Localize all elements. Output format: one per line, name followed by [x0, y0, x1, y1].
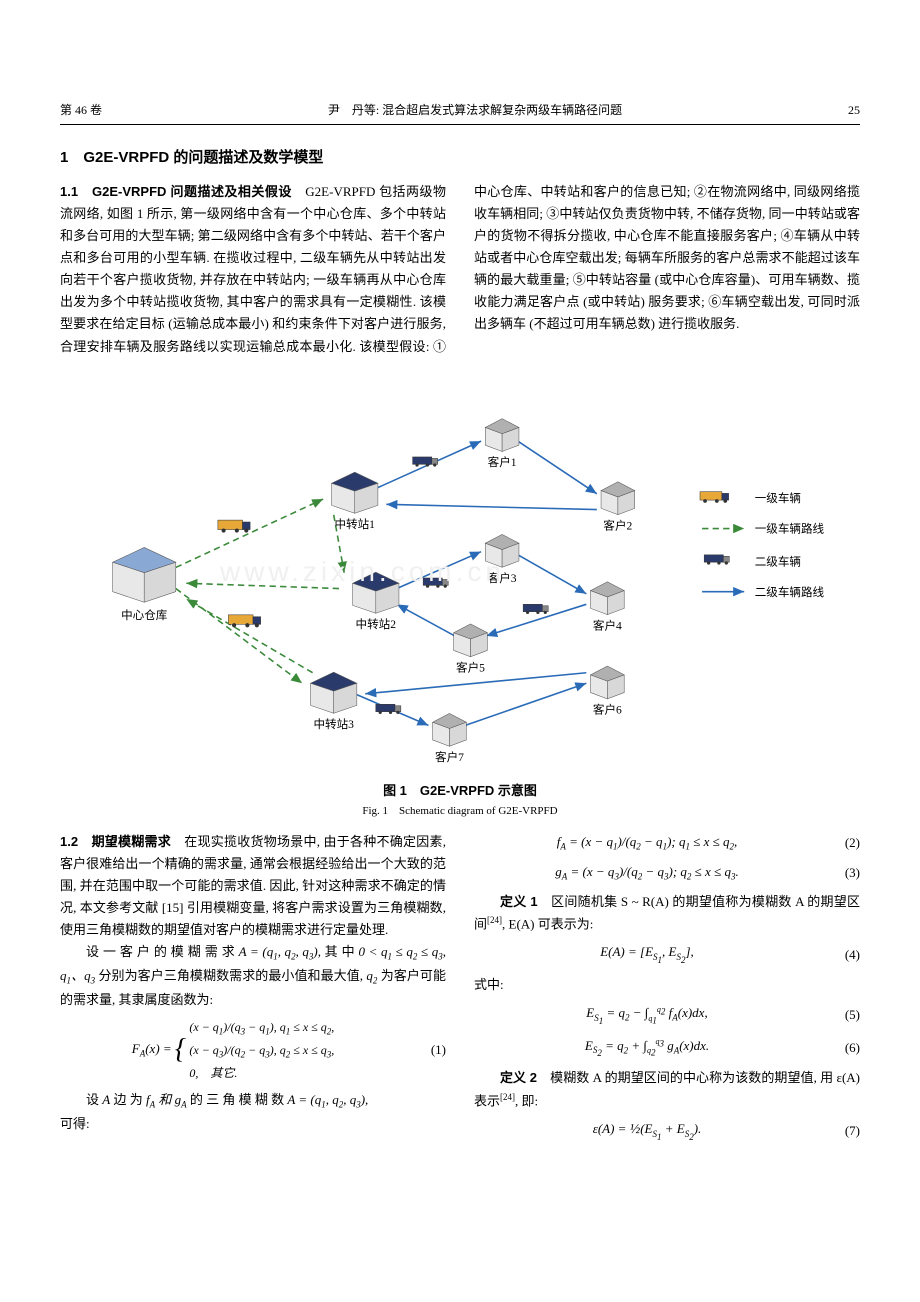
figure-1-caption-en: Fig. 1 Schematic diagram of G2E-VRPFD: [60, 802, 860, 821]
svg-text:客户2: 客户2: [603, 518, 632, 532]
def2-label: 定义 2: [500, 1070, 537, 1085]
section-1-2-label: 1.2 期望模糊需求: [60, 834, 171, 849]
equation-6: ES2 = q2 + ∫q2q3 gA(x)dx. (6): [474, 1035, 860, 1062]
section-1-1-body-left: G2E-VRPFD 包括两级物流网络, 如图 1 所示, 第一级网络中含有一个中…: [60, 184, 446, 354]
para2-a: 设 一 客 户 的 模 糊 需 求: [86, 944, 239, 959]
section-1-title: 1 G2E-VRPFD 的问题描述及数学模型: [60, 145, 860, 171]
svg-text:客户5: 客户5: [456, 660, 485, 674]
svg-text:中转站3: 中转站3: [313, 717, 354, 731]
truck-l1-a-icon: [218, 520, 250, 533]
svg-text:客户7: 客户7: [435, 750, 464, 764]
legend-l2-route: 二级车辆路线: [755, 585, 825, 599]
cust5-icon: 客户5: [454, 624, 488, 675]
para3-mid: 边 为: [110, 1092, 146, 1107]
eq3-num: (3): [820, 862, 860, 884]
math-q2: q2: [366, 968, 377, 983]
svg-text:中转站2: 中转站2: [356, 617, 397, 631]
page-header: 第 46 卷 尹 丹等: 混合超启发式算法求解复杂两级车辆路径问题 25: [60, 100, 860, 125]
legend-l1-vehicle: 一级车辆: [755, 491, 801, 505]
equation-4: E(A) = [ES1, ES2], (4): [474, 941, 860, 968]
svg-text:中心仓库: 中心仓库: [121, 608, 168, 622]
truck-l2-c-icon: [523, 604, 548, 614]
cust2-icon: 客户2: [601, 481, 635, 532]
section-1-2-block: 1.2 期望模糊需求 在现实揽收货物场景中, 由于各种不确定因素, 客户很难给出…: [60, 831, 860, 1146]
figure-1-caption-cn: 图 1 G2E-VRPFD 示意图: [60, 780, 860, 802]
figure-1: www.zixin.com.cn 中心仓库 中转站1 中转站2: [60, 378, 860, 821]
svg-text:中转站1: 中转站1: [334, 517, 375, 531]
cust6-icon: 客户6: [591, 666, 625, 717]
para3-pre: 设: [86, 1092, 102, 1107]
shizhong: 式中:: [474, 974, 860, 996]
para2-b: , 其 中: [318, 944, 359, 959]
header-volume: 第 46 卷: [60, 100, 102, 120]
ref24-b: [24]: [500, 1092, 515, 1102]
equation-1: FA(x) = { (x − q1)/(q3 − q1), q1 ≤ x ≤ q…: [60, 1017, 446, 1083]
eq6-num: (6): [820, 1037, 860, 1059]
para3-Aq: A = (q1, q2, q3),: [287, 1092, 368, 1107]
svg-text:客户6: 客户6: [593, 702, 622, 716]
def1-body2: , E(A) 可表示为:: [502, 916, 593, 931]
cust1-icon: 客户1: [485, 418, 519, 469]
legend-l1-route: 一级车辆路线: [755, 521, 825, 535]
eq7-num: (7): [820, 1120, 860, 1142]
station2-icon: 中转站2: [353, 572, 399, 631]
para3-tail: 的 三 角 模 糊 数: [187, 1092, 288, 1107]
truck-l2-b-icon: [423, 578, 448, 588]
section-1-1-block: 1.1 G2E-VRPFD 问题描述及相关假设 G2E-VRPFD 包括两级物流…: [60, 181, 860, 358]
svg-text:客户4: 客户4: [593, 618, 622, 632]
equation-7: ε(A) = ½(ES1 + ES2). (7): [474, 1118, 860, 1145]
cust7-icon: 客户7: [433, 713, 467, 764]
cust3-icon: 客户3: [485, 534, 519, 585]
truck-l2-a-icon: [413, 457, 438, 467]
kede: 可得:: [60, 1113, 446, 1135]
eq1-num: (1): [406, 1039, 446, 1061]
section-1-1-label: 1.1 G2E-VRPFD 问题描述及相关假设: [60, 184, 292, 199]
cust4-icon: 客户4: [591, 581, 625, 632]
equation-3: gA = (x − q3)/(q2 − q3); q2 ≤ x ≤ q3. (3…: [474, 861, 860, 885]
ref24-a: [24]: [487, 915, 502, 925]
legend: 一级车辆 一级车辆路线 二级车辆 二级车辆路线: [700, 491, 825, 599]
svg-text:客户3: 客户3: [488, 571, 517, 585]
depot-icon: 中心仓库: [113, 547, 176, 622]
figure-1-svg: 中心仓库 中转站1 中转站2 中转站3 客户1 客户2 客户3 客户4 客户5 …: [60, 378, 860, 767]
header-page: 25: [848, 100, 860, 120]
legend-l2-vehicle: 二级车辆: [755, 554, 801, 568]
def2-body2: , 即:: [515, 1093, 538, 1108]
para3-fg: fA 和 gA: [146, 1092, 187, 1107]
math-A: A = (q1, q2, q3): [239, 944, 318, 959]
equation-2: fA = (x − q1)/(q2 − q1); q1 ≤ x ≤ q2, (2…: [474, 831, 860, 855]
truck-l1-b-icon: [228, 614, 260, 627]
station1-icon: 中转站1: [332, 472, 378, 531]
eq2-num: (2): [820, 832, 860, 854]
para2-c: 分别为客户三角模糊数需求的最小值和最大值,: [95, 968, 366, 983]
def1-label: 定义 1: [500, 894, 538, 909]
station3-icon: 中转站3: [311, 672, 357, 731]
equation-5: ES1 = q2 − ∫q1q2 fA(x)dx, (5): [474, 1002, 860, 1029]
eq5-num: (5): [820, 1004, 860, 1026]
section-1-2-body: 在现实揽收货物场景中, 由于各种不确定因素, 客户很难给出一个精确的需求量, 通…: [60, 834, 446, 937]
header-title: 尹 丹等: 混合超启发式算法求解复杂两级车辆路径问题: [102, 100, 848, 120]
truck-l2-d-icon: [376, 704, 401, 714]
eq4-num: (4): [820, 944, 860, 966]
svg-text:客户1: 客户1: [488, 455, 517, 469]
